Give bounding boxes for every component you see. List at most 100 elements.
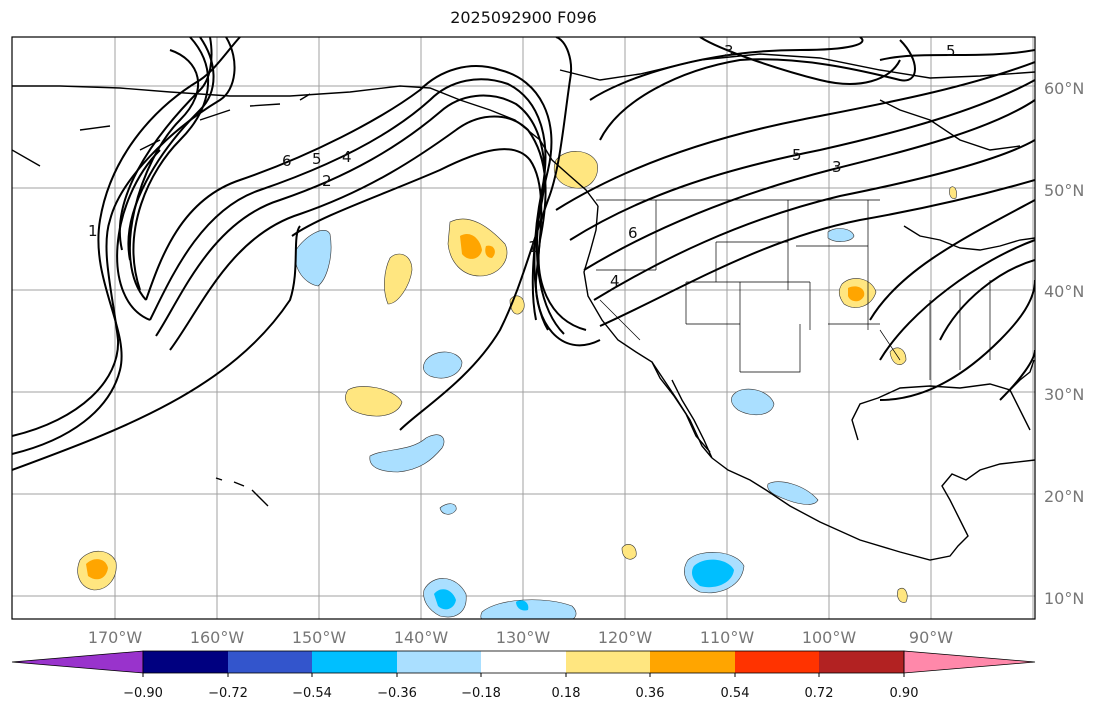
lon-label-170w: 170°W (88, 628, 143, 647)
colorbar-tick-label: −0.90 (123, 686, 163, 701)
anomaly-positive-ontario (949, 186, 957, 199)
anomaly-positive-pacific-2 (384, 253, 413, 305)
coast-mexico (711, 457, 1035, 561)
coast-gulf (851, 383, 1031, 441)
lat-label-20n: 20°N (1044, 487, 1084, 506)
colorbar-tick-label: −0.18 (461, 686, 501, 701)
contour-line-south-1 (12, 225, 301, 471)
contour-line-jet-2 (149, 78, 549, 331)
colorbar-segment (819, 651, 904, 673)
colorbar-extend-low (11, 650, 144, 674)
map-title: 2025092900 F096 (450, 8, 597, 27)
anomaly-negative-mexico (767, 481, 819, 505)
colorbar-extend-high (903, 650, 1036, 674)
lon-label-90w: 90°W (909, 628, 953, 647)
colorbar-segment (397, 651, 481, 673)
contour-label: 5 (792, 146, 802, 164)
hawaii-islands (215, 477, 269, 507)
coast-hudson (879, 99, 1021, 151)
anomaly-negative-pacific-4 (439, 503, 457, 515)
anomaly-positive-tropic-1 (621, 544, 637, 560)
colorbar-tick-label: 0.54 (721, 686, 750, 701)
colorbar-tick-label: −0.54 (292, 686, 332, 701)
anomaly-positive-alaska (554, 151, 598, 189)
lon-label-120w: 120°W (598, 628, 653, 647)
contour-label: 3 (724, 42, 734, 60)
contour-label: 6 (628, 224, 638, 242)
anomaly-core-tropic-1 (692, 559, 734, 588)
contour-label: 6 (282, 152, 292, 170)
colorbar-tick-label: −0.36 (377, 686, 417, 701)
contour-line-east-5 (599, 179, 1035, 327)
colorbar-tick-label: 0.18 (552, 686, 581, 701)
lon-label-100w: 100°W (802, 628, 857, 647)
anomaly-core-tropic-3 (516, 600, 529, 611)
contour-line-east-3 (583, 99, 1035, 271)
contour-line-ne-1 (869, 199, 1035, 321)
contour-label: 4 (342, 148, 352, 166)
latitude-labels: 60°N 50°N 40°N 30°N 20°N 10°N (1044, 79, 1084, 608)
anomaly-negative-baja (731, 388, 775, 416)
contour-label: 4 (610, 272, 620, 290)
contour-line-jet-5 (291, 148, 601, 347)
lat-label-40n: 40°N (1044, 282, 1084, 301)
anomaly-negative-pacific-1 (295, 230, 332, 287)
colorbar-segment (228, 651, 312, 673)
colorbar-segment (566, 651, 650, 673)
contour-line-ne-2 (879, 239, 1035, 361)
anomaly-negative-midwest (827, 228, 855, 242)
contour-line-upper-2 (589, 37, 864, 101)
contour-line-5 (128, 49, 199, 301)
anomaly-core-pacific-1 (460, 233, 482, 259)
colorbar-tick-label: −0.72 (208, 686, 248, 701)
contour-label: 1 (88, 222, 98, 240)
colorbar-segment (143, 651, 228, 673)
anomaly-negative-tropic-3 (480, 599, 577, 619)
contour-label: 3 (832, 158, 842, 176)
contour-label: 5 (312, 150, 322, 168)
contour-line-ne-4 (939, 259, 1035, 341)
anomaly-positive-gulf (889, 347, 907, 365)
lon-label-140w: 140°W (394, 628, 449, 647)
colorbar-segment (481, 651, 566, 673)
contour-label: 1 (528, 238, 538, 256)
colorbar-tick-label: 0.72 (805, 686, 834, 701)
contour-lines (12, 37, 1035, 471)
coastlines (12, 53, 1035, 561)
contour-line-upper-4 (879, 49, 1035, 61)
contour-line-east-4 (593, 139, 1035, 301)
colorbar-outline (142, 650, 905, 674)
lon-label-160w: 160°W (190, 628, 245, 647)
contour-line-trough (12, 37, 236, 437)
contour-label: 5 (946, 42, 956, 60)
contour-line-upper-1 (599, 39, 916, 141)
contour-line-6 (116, 149, 161, 321)
anomaly-positive-pacific-4 (345, 386, 403, 417)
anomaly-core-plains (848, 286, 865, 302)
coast-baja (651, 361, 713, 459)
contour-line-4 (132, 37, 210, 291)
anomaly-core-tropic-2 (434, 589, 456, 610)
contour-line-east-2 (569, 79, 1035, 241)
coast-canada-arctic (559, 53, 1035, 81)
lat-label-30n: 30°N (1044, 385, 1084, 404)
contour-line-1 (12, 37, 241, 455)
lat-label-60n: 60°N (1044, 79, 1084, 98)
contour-line-ne-3 (879, 279, 1035, 401)
lat-label-50n: 50°N (1044, 181, 1084, 200)
lat-label-10n: 10°N (1044, 589, 1084, 608)
colorbar-segment (650, 651, 735, 673)
shaded-anomalies (77, 151, 957, 619)
coast-aleutians (12, 93, 311, 167)
contour-line-jet-3 (155, 94, 565, 337)
contour-line-south-2 (399, 37, 572, 431)
state-borders (596, 199, 991, 380)
map-frame (11, 36, 1036, 620)
lon-label-150w: 150°W (292, 628, 347, 647)
contour-labels: 6 5 4 2 1 1 6 4 3 5 3 5 (88, 42, 956, 290)
colorbar-tick-label: 0.90 (890, 686, 919, 701)
colorbar (11, 650, 1036, 677)
contour-line-2 (118, 37, 213, 251)
anomaly-positive-tropic-2 (897, 587, 908, 603)
